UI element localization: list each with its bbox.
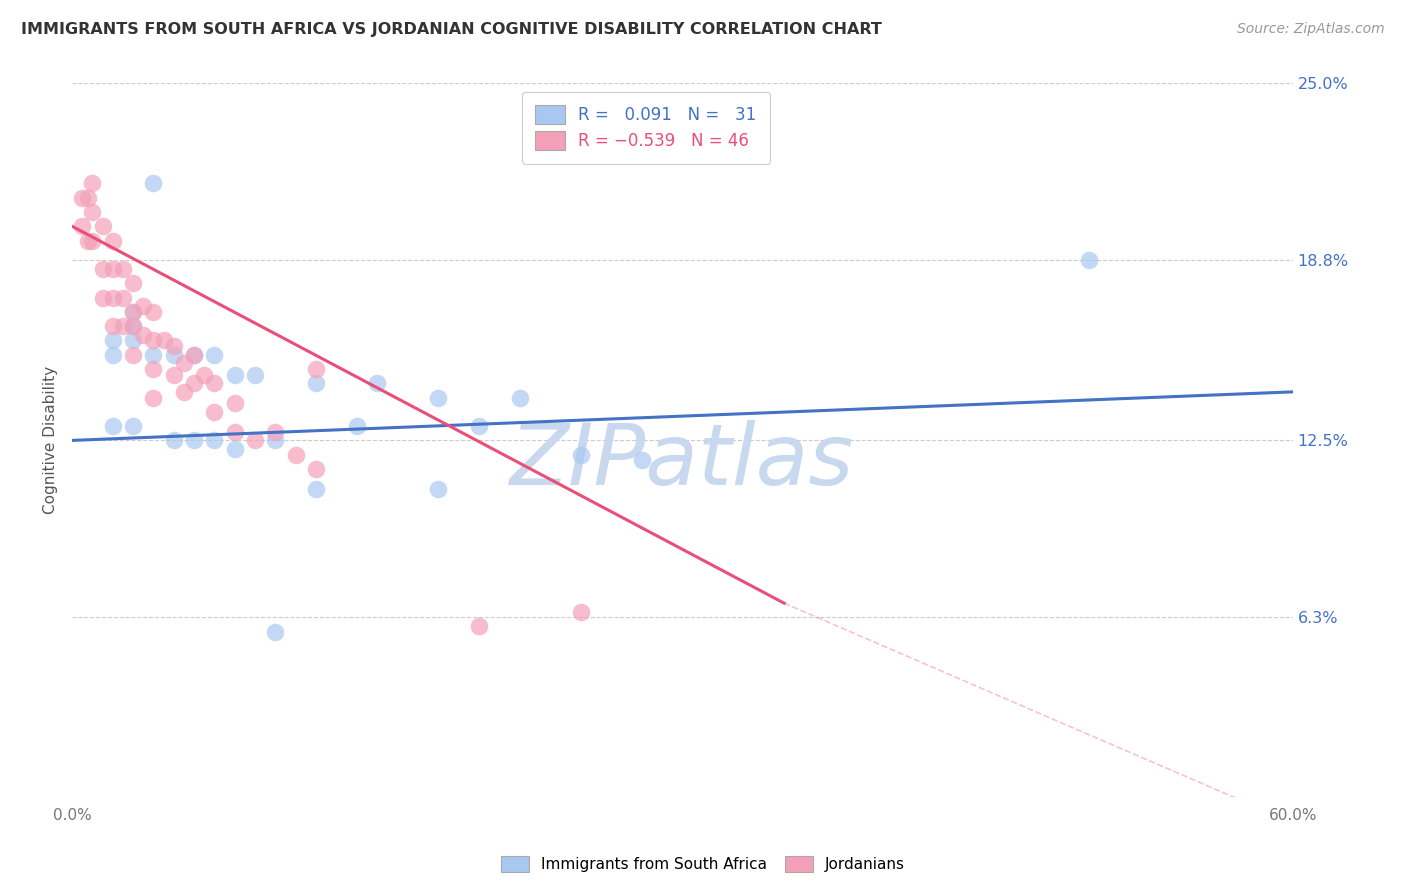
Point: [152, 334, 174, 348]
Point: [366, 376, 388, 391]
Point: [630, 453, 652, 467]
Point: [173, 384, 195, 399]
Point: [569, 605, 592, 619]
Point: [204, 376, 226, 391]
Point: [1078, 253, 1101, 268]
Point: [224, 396, 246, 410]
Point: [91, 291, 114, 305]
Point: [101, 291, 124, 305]
Point: [224, 442, 246, 456]
Point: [77, 234, 100, 248]
Point: [204, 348, 226, 362]
Point: [193, 368, 215, 382]
Point: [243, 434, 266, 448]
Point: [163, 368, 186, 382]
Y-axis label: Cognitive Disability: Cognitive Disability: [44, 367, 58, 515]
Point: [82, 234, 104, 248]
Point: [122, 319, 145, 334]
Point: [122, 348, 145, 362]
Point: [142, 177, 165, 191]
Point: [91, 219, 114, 234]
Point: [305, 362, 328, 376]
Point: [91, 262, 114, 277]
Point: [427, 482, 450, 496]
Point: [82, 205, 104, 219]
Point: [224, 425, 246, 439]
Point: [264, 624, 287, 639]
Point: [163, 348, 186, 362]
Point: [468, 619, 491, 633]
Point: [132, 299, 155, 313]
Point: [111, 319, 134, 334]
Text: IMMIGRANTS FROM SOUTH AFRICA VS JORDANIAN COGNITIVE DISABILITY CORRELATION CHART: IMMIGRANTS FROM SOUTH AFRICA VS JORDANIA…: [21, 22, 882, 37]
Point: [183, 348, 205, 362]
Point: [101, 334, 124, 348]
Point: [70, 219, 93, 234]
Point: [142, 362, 165, 376]
Point: [132, 327, 155, 342]
Point: [122, 319, 145, 334]
Point: [142, 391, 165, 405]
Point: [142, 305, 165, 319]
Point: [243, 368, 266, 382]
Point: [427, 391, 450, 405]
Point: [204, 434, 226, 448]
Point: [305, 376, 328, 391]
Point: [183, 434, 205, 448]
Point: [142, 334, 165, 348]
Point: [77, 191, 100, 205]
Point: [122, 334, 145, 348]
Point: [163, 434, 186, 448]
Point: [101, 262, 124, 277]
Point: [264, 434, 287, 448]
Point: [305, 462, 328, 476]
Point: [122, 419, 145, 434]
Point: [468, 419, 491, 434]
Point: [142, 348, 165, 362]
Point: [101, 348, 124, 362]
Point: [284, 448, 307, 462]
Point: [122, 305, 145, 319]
Point: [183, 348, 205, 362]
Text: ZIPatlas: ZIPatlas: [510, 420, 855, 503]
Point: [111, 262, 134, 277]
Point: [111, 291, 134, 305]
Point: [101, 234, 124, 248]
Point: [122, 277, 145, 291]
Point: [183, 376, 205, 391]
Point: [346, 419, 368, 434]
Legend: R =   0.091   N =   31, R = −0.539   N = 46: R = 0.091 N = 31, R = −0.539 N = 46: [522, 92, 770, 163]
Point: [204, 405, 226, 419]
Legend: Immigrants from South Africa, Jordanians: Immigrants from South Africa, Jordanians: [494, 848, 912, 880]
Point: [122, 305, 145, 319]
Text: Source: ZipAtlas.com: Source: ZipAtlas.com: [1237, 22, 1385, 37]
Point: [70, 191, 93, 205]
Point: [224, 368, 246, 382]
Point: [509, 391, 531, 405]
Point: [163, 339, 186, 353]
Point: [264, 425, 287, 439]
Point: [173, 356, 195, 370]
Point: [569, 448, 592, 462]
Point: [82, 177, 104, 191]
Point: [101, 319, 124, 334]
Point: [101, 419, 124, 434]
Point: [305, 482, 328, 496]
